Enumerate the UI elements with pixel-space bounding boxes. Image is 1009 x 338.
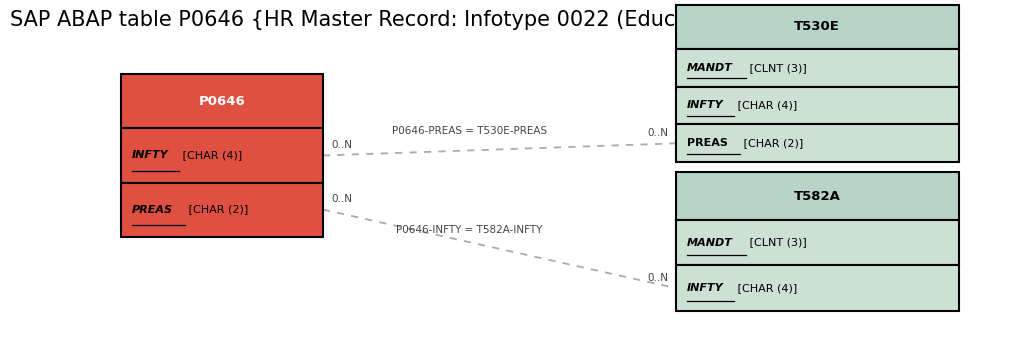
Text: 0..N: 0..N: [647, 128, 668, 138]
Text: INFTY: INFTY: [687, 283, 723, 293]
Text: INFTY: INFTY: [132, 150, 169, 161]
Bar: [121, 183, 323, 237]
Text: [CHAR (2)]: [CHAR (2)]: [185, 204, 248, 215]
Text: MANDT: MANDT: [687, 63, 733, 73]
Bar: [676, 220, 959, 265]
Text: [CLNT (3)]: [CLNT (3)]: [747, 63, 807, 73]
Text: [CHAR (4)]: [CHAR (4)]: [180, 150, 243, 161]
Text: P0646-INFTY = T582A-INFTY: P0646-INFTY = T582A-INFTY: [396, 225, 543, 235]
Text: T530E: T530E: [794, 20, 840, 33]
Bar: [676, 5, 959, 49]
Text: T582A: T582A: [794, 190, 840, 202]
Text: [CHAR (4)]: [CHAR (4)]: [735, 283, 798, 293]
Text: PREAS: PREAS: [687, 138, 728, 148]
Bar: [676, 124, 959, 162]
Bar: [676, 265, 959, 311]
Text: 0..N: 0..N: [331, 194, 352, 204]
Text: 0..N: 0..N: [331, 140, 352, 150]
Text: [CHAR (4)]: [CHAR (4)]: [735, 100, 798, 111]
Text: P0646: P0646: [199, 95, 245, 108]
Bar: [676, 87, 959, 124]
Bar: [121, 74, 323, 128]
Text: INFTY: INFTY: [687, 100, 723, 111]
Bar: [676, 172, 959, 220]
Text: [CLNT (3)]: [CLNT (3)]: [747, 238, 807, 247]
Text: SAP ABAP table P0646 {HR Master Record: Infotype 0022 (Education)}: SAP ABAP table P0646 {HR Master Record: …: [10, 10, 750, 30]
Text: 0..N: 0..N: [647, 273, 668, 283]
Text: [CHAR (2)]: [CHAR (2)]: [740, 138, 803, 148]
Bar: [676, 49, 959, 87]
Text: PREAS: PREAS: [132, 204, 174, 215]
Bar: [121, 128, 323, 183]
Text: MANDT: MANDT: [687, 238, 733, 247]
Text: P0646-PREAS = T530E-PREAS: P0646-PREAS = T530E-PREAS: [391, 126, 547, 136]
